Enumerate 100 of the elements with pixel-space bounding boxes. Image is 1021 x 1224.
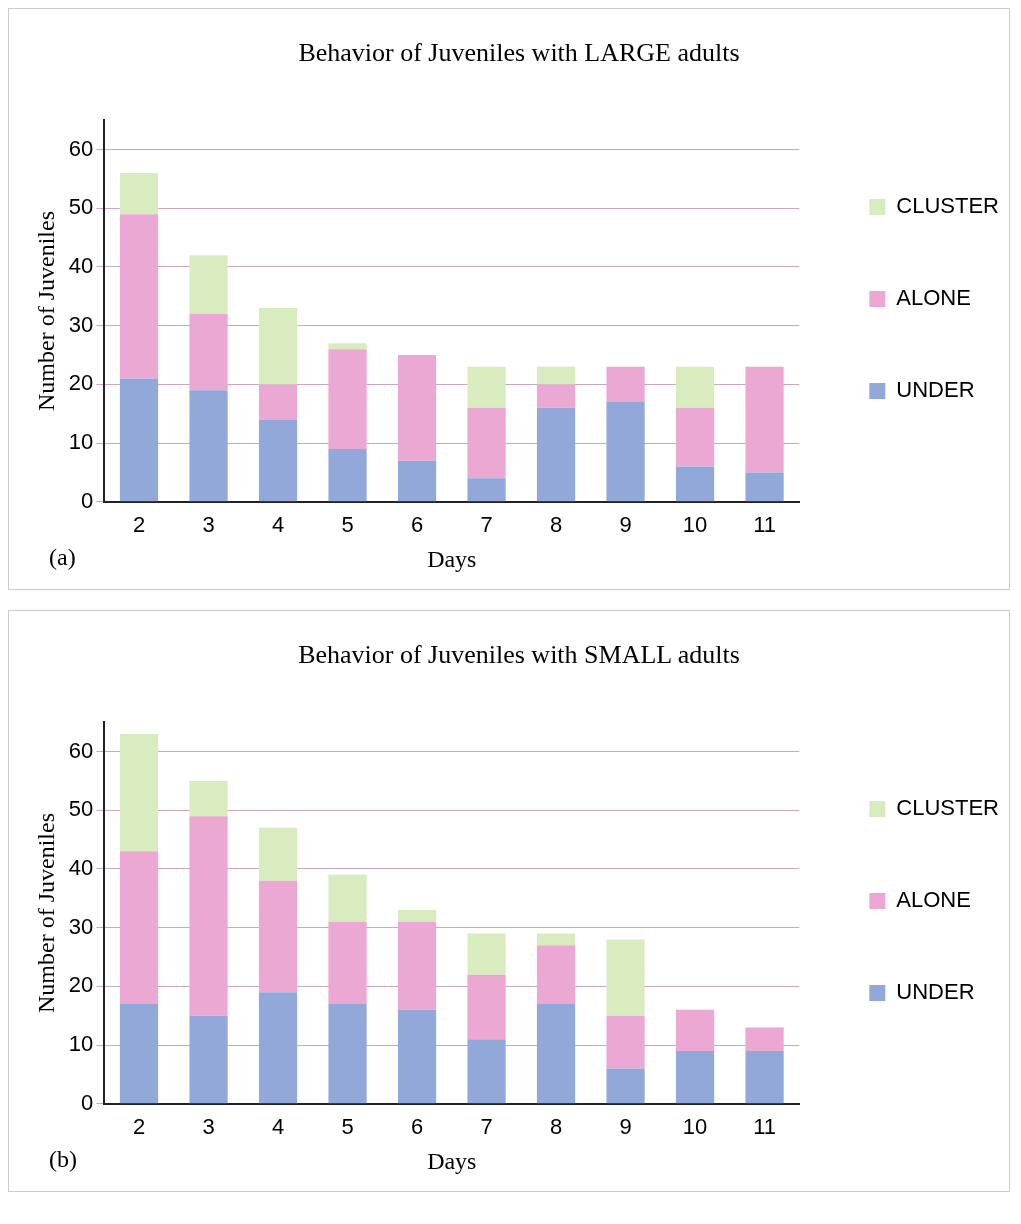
- y-tick-label: 50: [68, 796, 94, 822]
- x-tick-label: 6: [410, 512, 424, 538]
- bar: [745, 366, 784, 473]
- x-tick-label: 10: [682, 1114, 708, 1140]
- y-tick-label: 40: [68, 855, 94, 881]
- x-tick-label: 2: [132, 1114, 146, 1140]
- bar: [328, 448, 367, 502]
- x-tick-label: 10: [682, 512, 708, 538]
- y-tick-label: 0: [81, 487, 94, 513]
- bar: [328, 1004, 367, 1104]
- x-axis-title: Days: [427, 545, 477, 572]
- bar: [606, 1015, 645, 1069]
- bar: [675, 1009, 715, 1051]
- x-tick-label: 11: [753, 512, 776, 538]
- bar: [675, 407, 715, 467]
- x-tick-label: 11: [753, 1114, 776, 1140]
- x-tick-label: 3: [202, 1114, 215, 1140]
- bar: [467, 407, 506, 479]
- bar: [536, 407, 576, 502]
- bar: [675, 366, 715, 408]
- bar: [606, 939, 645, 1016]
- bar: [258, 992, 298, 1104]
- y-tick-label: 30: [68, 913, 94, 939]
- y-tick-label: 0: [81, 1089, 94, 1115]
- bar: [189, 1015, 228, 1104]
- bar: [258, 384, 298, 420]
- bar: [536, 945, 576, 1004]
- y-axis-title: Number of Juveniles: [32, 211, 59, 411]
- bar: [258, 308, 298, 385]
- bar: [467, 933, 506, 975]
- legend-label: CLUSTER: [896, 193, 999, 219]
- bar: [606, 402, 645, 502]
- y-tick-label: 10: [68, 429, 94, 455]
- x-tick-label: 7: [480, 1114, 493, 1140]
- bar: [119, 173, 159, 215]
- chart-title: Behavior of Juveniles with SMALL adults: [298, 640, 740, 670]
- legend-label: ALONE: [896, 887, 971, 913]
- y-tick-label: 20: [68, 972, 94, 998]
- bar: [328, 874, 367, 922]
- bar: [675, 466, 715, 502]
- bar: [606, 366, 645, 402]
- x-tick-label: 9: [619, 512, 632, 538]
- x-tick-label: 3: [202, 512, 215, 538]
- y-tick-label: 60: [68, 135, 94, 161]
- y-tick-label: 60: [68, 737, 94, 763]
- chart-title: Behavior of Juveniles with LARGE adults: [298, 38, 740, 68]
- bar: [745, 1050, 784, 1104]
- y-axis-title: Number of Juveniles: [32, 813, 59, 1013]
- x-tick-label: 4: [271, 512, 285, 538]
- bar: [536, 384, 576, 408]
- x-tick-label: 5: [341, 1114, 354, 1140]
- bar: [119, 851, 159, 1004]
- text: (a): [49, 544, 76, 570]
- x-tick-label: 6: [410, 1114, 424, 1140]
- legend-label: CLUSTER: [896, 795, 999, 821]
- x-tick-label: 9: [619, 1114, 632, 1140]
- bar: [328, 921, 367, 1004]
- bar: [536, 933, 576, 946]
- bar: [189, 390, 228, 502]
- bar: [397, 460, 437, 502]
- x-tick-label: 8: [549, 512, 563, 538]
- bar: [258, 419, 298, 502]
- x-axis-title: Days: [427, 1147, 477, 1174]
- x-tick-label: 8: [549, 1114, 563, 1140]
- bar: [536, 1004, 576, 1104]
- bar: [467, 1039, 506, 1104]
- x-tick-label: 4: [271, 1114, 285, 1140]
- bar: [536, 366, 576, 385]
- bar: [675, 1050, 715, 1104]
- y-tick-label: 50: [68, 194, 94, 220]
- bar: [745, 472, 784, 502]
- y-tick-label: 30: [68, 311, 94, 337]
- bar: [467, 478, 506, 502]
- x-tick-label: 5: [341, 512, 354, 538]
- bar: [119, 1004, 159, 1104]
- bar: [119, 733, 159, 852]
- bar: [397, 1009, 437, 1104]
- text: (b): [49, 1146, 77, 1172]
- bar: [397, 355, 437, 461]
- bar: [397, 921, 437, 1010]
- bar: [189, 816, 228, 1016]
- bar: [467, 366, 506, 408]
- bar: [258, 827, 298, 881]
- x-tick-label: 7: [480, 512, 493, 538]
- legend-label: UNDER: [896, 377, 975, 403]
- bar: [745, 1027, 784, 1051]
- legend-label: ALONE: [896, 285, 971, 311]
- bar: [467, 974, 506, 1040]
- x-tick-label: 2: [132, 512, 146, 538]
- bar: [606, 1068, 645, 1104]
- y-tick-label: 40: [68, 253, 94, 279]
- bar: [189, 780, 228, 817]
- y-tick-label: 10: [68, 1031, 94, 1057]
- bar: [328, 349, 367, 449]
- legend-label: UNDER: [896, 979, 975, 1005]
- bar: [397, 910, 437, 922]
- bar: [189, 255, 228, 314]
- bar: [328, 343, 367, 350]
- bar: [119, 378, 159, 502]
- y-tick-label: 20: [68, 370, 94, 396]
